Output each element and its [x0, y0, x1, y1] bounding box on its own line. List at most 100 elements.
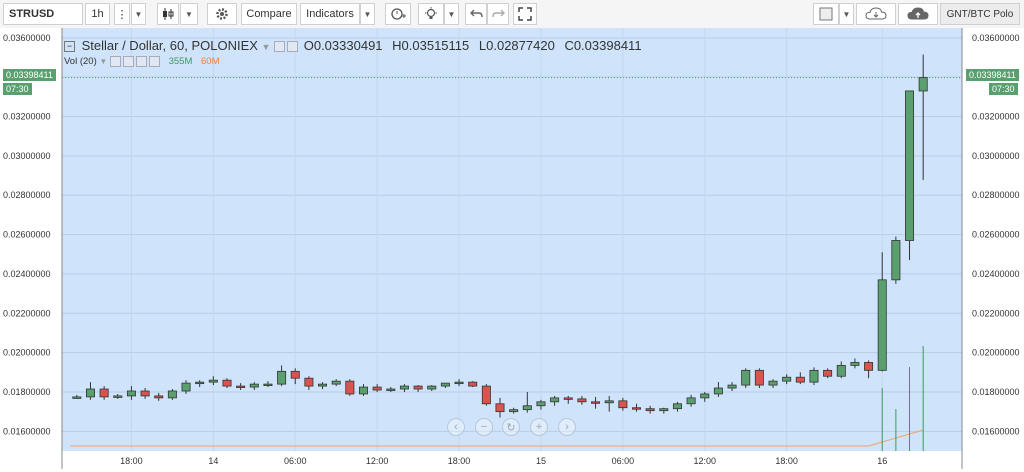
candle-body [632, 407, 642, 410]
countdown-tag-right: 07:30 [989, 83, 1018, 95]
alert-icon[interactable] [385, 3, 411, 25]
candle-body [154, 395, 164, 399]
candle-body [741, 369, 751, 386]
candle-body [386, 388, 396, 391]
x-tick-label: 18:00 [448, 456, 471, 466]
y-tick-label-right: 0.03200000 [972, 112, 1020, 122]
x-tick-label: 12:00 [366, 456, 389, 466]
left-price-axis [0, 28, 62, 469]
y-tick-label-right: 0.02400000 [972, 269, 1020, 279]
right-price-axis [962, 28, 1024, 469]
candle-body [208, 379, 218, 383]
plot-background [62, 28, 962, 451]
layout-square-icon[interactable] [813, 3, 839, 25]
candle-body [167, 390, 177, 399]
fullscreen-icon[interactable] [513, 3, 537, 25]
y-tick-label-left: 0.02800000 [3, 190, 51, 200]
candle-body [905, 90, 915, 241]
time-axis [62, 451, 962, 469]
x-tick-label: 06:00 [612, 456, 635, 466]
candle-body [563, 397, 573, 400]
candle-body [440, 382, 450, 387]
candle-body [864, 362, 874, 371]
interval-button[interactable]: 1h [85, 3, 110, 25]
cloud-download-icon[interactable] [856, 3, 896, 25]
candle-body [263, 383, 273, 387]
candle-body [809, 369, 819, 383]
candle-body [700, 393, 710, 399]
volume-eye-icon[interactable] [122, 56, 134, 67]
candle-body [686, 397, 696, 405]
candle-body [768, 380, 778, 386]
candle-body [577, 398, 587, 403]
volume-dropdown-icon[interactable]: ▼ [99, 57, 108, 67]
volume-value: 355M [168, 56, 193, 68]
chart-type-dropdown-icon[interactable]: ▼ [180, 3, 198, 25]
candle-body [399, 385, 409, 390]
more-intervals-icon[interactable]: ⋮ [114, 3, 130, 25]
settings-gear-icon[interactable] [207, 3, 237, 25]
zoom-in-button[interactable]: + [530, 418, 548, 436]
legend-dropdown-icon[interactable]: ▼ [261, 42, 271, 52]
candle-body [604, 400, 614, 404]
candle-body [659, 408, 669, 412]
interval-dropdown-icon[interactable]: ▼ [131, 3, 146, 25]
scroll-back-button[interactable]: ‹ [447, 418, 465, 436]
indicators-dropdown-icon[interactable]: ▼ [360, 3, 375, 25]
candle-body [290, 370, 300, 379]
candle-body [140, 390, 150, 397]
candle-body [836, 365, 846, 377]
reset-chart-button[interactable]: ↻ [502, 418, 520, 436]
chart-toolbar: STRUSD 1h ⋮ ▼ ▼ Compare Indicators ▼ ▼ ▼… [0, 0, 1024, 29]
redo-icon[interactable] [487, 3, 509, 25]
idea-lightbulb-icon[interactable] [418, 3, 444, 25]
volume-settings-icon[interactable] [109, 56, 121, 67]
cloud-upload-icon[interactable] [898, 3, 938, 25]
indicators-button[interactable]: Indicators [300, 3, 360, 25]
x-tick-label: 16 [877, 456, 887, 466]
candle-body [427, 385, 437, 390]
symbol-input[interactable]: STRUSD [3, 3, 83, 25]
y-tick-label-left: 0.01600000 [3, 426, 51, 436]
candle-body [850, 362, 860, 366]
saved-chart-button[interactable]: GNT/BTC Polo [940, 3, 1020, 25]
candle-body [454, 381, 464, 385]
candle-body [591, 401, 601, 404]
volume-add-icon[interactable] [135, 56, 147, 67]
candle-body [72, 396, 82, 399]
idea-dropdown-icon[interactable]: ▼ [444, 3, 459, 25]
y-tick-label-left: 0.02200000 [3, 308, 51, 318]
candle-body [645, 408, 655, 412]
candle-body [99, 388, 109, 398]
low-value: 0.02877420 [486, 38, 555, 53]
y-tick-label-right: 0.02800000 [972, 190, 1020, 200]
y-tick-label-left: 0.03000000 [3, 151, 51, 161]
scroll-forward-button[interactable]: › [558, 418, 576, 436]
undo-icon[interactable] [465, 3, 487, 25]
legend-eye-icon[interactable] [287, 41, 299, 53]
y-tick-label-left: 0.01800000 [3, 387, 51, 397]
y-tick-label-left: 0.02400000 [3, 269, 51, 279]
candle-body [618, 400, 628, 409]
legend-settings-icon[interactable] [274, 41, 286, 53]
y-tick-label-right: 0.03000000 [972, 151, 1020, 161]
candle-body [372, 386, 382, 391]
candle-body [345, 380, 355, 395]
candle-body [358, 386, 368, 395]
candle-body [304, 377, 314, 387]
y-tick-label-right: 0.02000000 [972, 348, 1020, 358]
y-tick-label-right: 0.02600000 [972, 230, 1020, 240]
collapse-icon[interactable]: − [64, 41, 75, 53]
candlestick-icon[interactable] [157, 3, 179, 25]
chart-area[interactable]: 0.036000000.036000000.034000000.03400000… [0, 28, 1024, 469]
compare-button[interactable]: Compare [241, 3, 297, 25]
x-tick-label: 18:00 [775, 456, 798, 466]
candle-body [795, 376, 805, 383]
volume-close-icon[interactable] [148, 56, 160, 67]
candle-body [536, 401, 546, 407]
candlestick-chart[interactable]: 0.036000000.036000000.034000000.03400000… [0, 28, 1024, 469]
close-label: C [564, 38, 574, 53]
layout-dropdown-icon[interactable]: ▼ [839, 3, 854, 25]
y-tick-label-right: 0.03600000 [972, 33, 1020, 43]
zoom-out-button[interactable]: − [475, 418, 493, 436]
